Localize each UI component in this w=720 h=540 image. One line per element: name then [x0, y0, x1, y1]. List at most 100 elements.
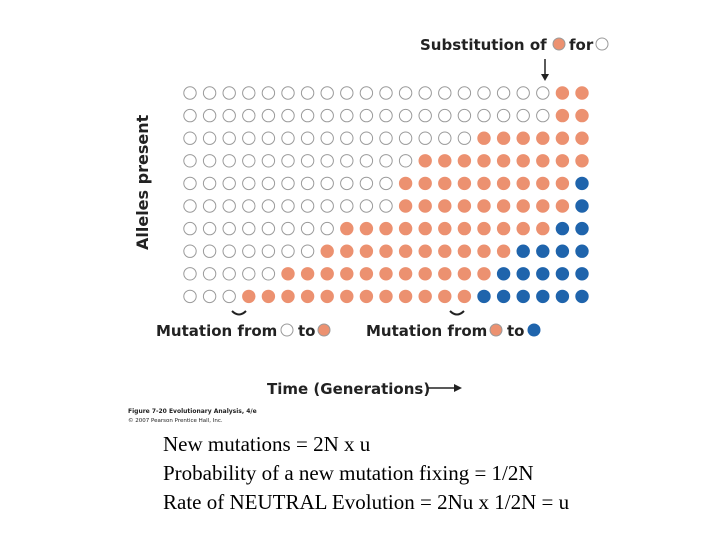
- note-new-mutations: New mutations = 2N x u: [163, 432, 371, 456]
- allele-white: [398, 131, 413, 145]
- allele-orange: [457, 244, 472, 258]
- allele-white: [340, 131, 354, 145]
- allele-orange: [496, 221, 511, 236]
- allele-white: [281, 176, 295, 191]
- allele-orange: [536, 154, 550, 168]
- allele-orange: [438, 221, 452, 236]
- allele-white: [242, 244, 256, 258]
- allele-white: [242, 86, 256, 100]
- allele-white: [457, 108, 472, 123]
- allele-white: [320, 86, 334, 100]
- allele-blue: [555, 221, 570, 236]
- allele-white: [242, 154, 256, 168]
- allele-white: [261, 131, 276, 145]
- allele-blue: [496, 267, 511, 281]
- allele-white: [438, 86, 452, 100]
- allele-orange: [418, 289, 432, 304]
- allele-orange: [379, 289, 393, 304]
- allele-white: [477, 86, 491, 100]
- allele-orange: [555, 131, 570, 145]
- allele-white: [379, 154, 393, 168]
- mutation-label-1: Mutation from: [156, 322, 277, 340]
- allele-orange: [398, 199, 413, 213]
- allele-orange: [516, 154, 530, 168]
- allele-orange: [496, 154, 511, 168]
- allele-white: [359, 176, 374, 191]
- allele-white: [320, 131, 334, 145]
- allele-orange: [496, 131, 511, 145]
- allele-orange: [418, 221, 432, 236]
- allele-white: [300, 131, 315, 145]
- white-allele-icon: [280, 323, 294, 337]
- allele-orange: [496, 199, 511, 213]
- allele-orange: [340, 244, 354, 258]
- allele-white: [242, 267, 256, 281]
- allele-white: [202, 131, 217, 145]
- allele-white: [418, 86, 432, 100]
- allele-orange: [536, 131, 550, 145]
- allele-white: [242, 176, 256, 191]
- allele-orange: [516, 221, 530, 236]
- allele-orange: [418, 267, 432, 281]
- allele-orange: [340, 221, 354, 236]
- allele-white: [379, 131, 393, 145]
- allele-orange: [320, 244, 334, 258]
- allele-white: [242, 131, 256, 145]
- orange-allele-icon: [552, 37, 566, 51]
- allele-white: [320, 199, 334, 213]
- allele-white: [202, 86, 217, 100]
- allele-white: [300, 199, 315, 213]
- allele-orange: [438, 244, 452, 258]
- allele-blue: [555, 244, 570, 258]
- allele-orange: [281, 289, 295, 304]
- copyright-caption: © 2007 Pearson Prentice Hall, Inc.: [128, 417, 223, 424]
- allele-orange: [457, 221, 472, 236]
- allele-orange: [418, 176, 432, 191]
- allele-orange: [496, 176, 511, 191]
- allele-blue: [575, 221, 589, 236]
- allele-white: [281, 131, 295, 145]
- allele-orange: [300, 267, 315, 281]
- mutation-label-2: Mutation from: [366, 322, 487, 340]
- allele-white: [183, 221, 197, 236]
- allele-white: [261, 176, 276, 191]
- substitution-arrow-head: [541, 74, 549, 81]
- note-neutral-rate: Rate of NEUTRAL Evolution = 2Nu x 1/2N =…: [163, 490, 570, 514]
- allele-orange: [457, 176, 472, 191]
- allele-white: [202, 199, 217, 213]
- allele-white: [418, 131, 432, 145]
- allele-blue: [575, 267, 589, 281]
- allele-white: [536, 108, 550, 123]
- allele-white: [516, 108, 530, 123]
- allele-white: [359, 199, 374, 213]
- allele-white: [281, 199, 295, 213]
- allele-orange: [477, 244, 491, 258]
- allele-blue: [496, 289, 511, 304]
- allele-white: [222, 108, 236, 123]
- allele-white: [242, 108, 256, 123]
- allele-orange: [242, 289, 256, 304]
- allele-white: [222, 199, 236, 213]
- allele-orange: [379, 267, 393, 281]
- allele-blue: [575, 199, 589, 213]
- white-allele-icon: [595, 37, 609, 51]
- allele-grid: [183, 86, 589, 304]
- allele-orange: [575, 108, 589, 123]
- allele-white: [379, 199, 393, 213]
- allele-orange: [516, 131, 530, 145]
- allele-blue: [516, 244, 530, 258]
- allele-blue: [477, 289, 491, 304]
- allele-white: [222, 176, 236, 191]
- allele-white: [222, 267, 236, 281]
- allele-white: [281, 154, 295, 168]
- allele-orange: [555, 86, 570, 100]
- allele-white: [496, 108, 511, 123]
- allele-white: [202, 267, 217, 281]
- allele-white: [300, 244, 315, 258]
- allele-white: [222, 244, 236, 258]
- mutation-label-2-to: to: [507, 322, 524, 340]
- allele-white: [300, 154, 315, 168]
- allele-white: [261, 221, 276, 236]
- allele-orange: [477, 221, 491, 236]
- allele-orange: [477, 154, 491, 168]
